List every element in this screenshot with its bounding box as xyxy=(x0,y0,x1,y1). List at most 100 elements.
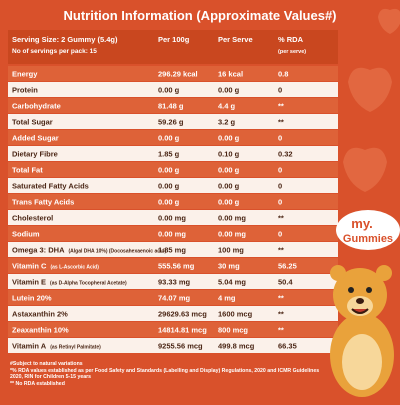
per-serve: 100 mg xyxy=(218,246,244,255)
rda: 0 xyxy=(278,166,282,175)
col-header: Per Serve xyxy=(218,35,253,44)
per-100g: 9255.56 mcg xyxy=(158,342,203,351)
per-serve: 800 mcg xyxy=(218,326,248,335)
per-serve: 0.00 g xyxy=(218,182,240,191)
rda: 0.32 xyxy=(278,150,293,159)
per-serve: 4 mg xyxy=(218,294,236,303)
per-serve: 3.2 g xyxy=(218,118,236,127)
table-row xyxy=(8,290,338,305)
nutrient-note: (as L-Ascorbic Acid) xyxy=(50,265,99,271)
table-row xyxy=(8,338,338,353)
per-100g: 0.00 g xyxy=(158,134,180,143)
per-100g: 0.00 mg xyxy=(158,230,186,239)
nutrient-name: Vitamin C xyxy=(12,262,47,271)
per-serve: 5.04 mg xyxy=(218,278,246,287)
nutrient-name: Lutein 20% xyxy=(12,294,52,303)
nutrient-name: Dietary Fibre xyxy=(12,150,58,159)
per-100g: 59.26 g xyxy=(158,118,184,127)
nutrient-note: (as Retinyl Palmitate) xyxy=(50,345,101,351)
rda: 0 xyxy=(278,86,282,95)
footnote: #Subject to natural variations xyxy=(10,361,83,367)
per-100g: 29629.63 mcg xyxy=(158,310,207,319)
per-serve: 4.4 g xyxy=(218,102,236,111)
table-row xyxy=(8,258,338,273)
per-100g: 296.29 kcal xyxy=(158,70,198,79)
logo-badge xyxy=(336,210,400,250)
per-serve: 0.00 g xyxy=(218,86,240,95)
nutrient-name: Saturated Fatty Acids xyxy=(12,182,89,191)
nutrient-name: Total Sugar xyxy=(12,118,53,127)
strawberry-pattern xyxy=(343,8,400,192)
per-100g: 1.85 g xyxy=(158,150,180,159)
per-100g: 1.85 mg xyxy=(158,246,186,255)
per-100g: 0.00 g xyxy=(158,86,180,95)
per-100g: 0.00 g xyxy=(158,198,180,207)
table-row xyxy=(8,274,338,289)
nutrient-name: Omega 3: DHA xyxy=(12,246,65,255)
table-row xyxy=(8,98,338,113)
table-row xyxy=(8,114,338,129)
per-100g: 0.00 mg xyxy=(158,214,186,223)
rda: 0 xyxy=(278,134,282,143)
per-100g: 93.33 mg xyxy=(158,278,191,287)
bear-mascot xyxy=(330,265,394,397)
rda: ** xyxy=(278,326,284,335)
per-serve: 1600 mcg xyxy=(218,310,253,319)
table-row xyxy=(8,322,338,337)
table-row xyxy=(8,162,338,177)
per-serve: 0.00 g xyxy=(218,166,240,175)
col-header: % RDA xyxy=(278,35,304,44)
table-row xyxy=(8,242,338,257)
per-serve: 30 mg xyxy=(218,262,240,271)
nutrient-name: Vitamin E xyxy=(12,278,46,287)
nutrient-name: Added Sugar xyxy=(12,134,59,143)
table-rows: Energy 296.29 kcal 16 kcal 0.8 Protein 0.00 g… xyxy=(8,66,338,353)
rda: 66.35 xyxy=(278,342,297,351)
table-row xyxy=(8,194,338,209)
per-serve: 0.00 g xyxy=(218,198,240,207)
header-row xyxy=(8,30,338,64)
logo: my. Gummies xyxy=(336,210,400,250)
footnotes: #Subject to natural variations*% RDA val… xyxy=(10,361,320,387)
col-header: Per 100g xyxy=(158,35,190,44)
logo-text: my. xyxy=(351,216,372,231)
per-serve: 0.00 mg xyxy=(218,230,246,239)
nutrient-name: Carbohydrate xyxy=(12,102,61,111)
nutrient-note: (Algal DHA 10%) (Docosahexaenoic acid) xyxy=(69,249,167,255)
per-serve: 16 kcal xyxy=(218,70,243,79)
rda: 0.8 xyxy=(278,70,288,79)
servings-per-pack: No of servings per pack: 15 xyxy=(12,48,97,55)
rda: 0 xyxy=(278,182,282,191)
nutrient-name: Trans Fatty Acids xyxy=(12,198,74,207)
rda: ** xyxy=(278,102,284,111)
footnote: ** No RDA established xyxy=(10,380,65,387)
table-row xyxy=(8,66,338,81)
per-100g: 0.00 g xyxy=(158,166,180,175)
nutrient-name: Astaxanthin 2% xyxy=(12,310,68,319)
per-serve: 0.00 g xyxy=(218,134,240,143)
nutrient-name: Total Fat xyxy=(12,166,43,175)
rda: 0 xyxy=(278,230,282,239)
table-row xyxy=(8,130,338,145)
nutrient-name: Vitamin A xyxy=(12,342,47,351)
nutrient-name: Sodium xyxy=(12,230,40,239)
nutrient-note: (as D-Alpha Tocopheral Acetate) xyxy=(50,281,127,287)
table-row xyxy=(8,178,338,193)
rda: ** xyxy=(278,246,284,255)
nutrient-name: Protein xyxy=(12,86,38,95)
rda: 50.4 xyxy=(278,278,293,287)
per-100g: 555.56 mg xyxy=(158,262,195,271)
rda: ** xyxy=(278,294,284,303)
serving-size: Serving Size: 2 Gummy (5.4g) xyxy=(12,35,118,44)
rda: ** xyxy=(278,214,284,223)
logo-text: Gummies xyxy=(343,233,393,245)
per-serve: 499.8 mcg xyxy=(218,342,255,351)
rda: ** xyxy=(278,310,284,319)
footnote: *% RDA values established as per Food Sa… xyxy=(10,367,320,381)
per-100g: 14814.81 mcg xyxy=(158,326,207,335)
per-serve: 0.00 mg xyxy=(218,214,246,223)
table-row xyxy=(8,226,338,241)
rda: 0 xyxy=(278,198,282,207)
per-100g: 74.07 mg xyxy=(158,294,191,303)
